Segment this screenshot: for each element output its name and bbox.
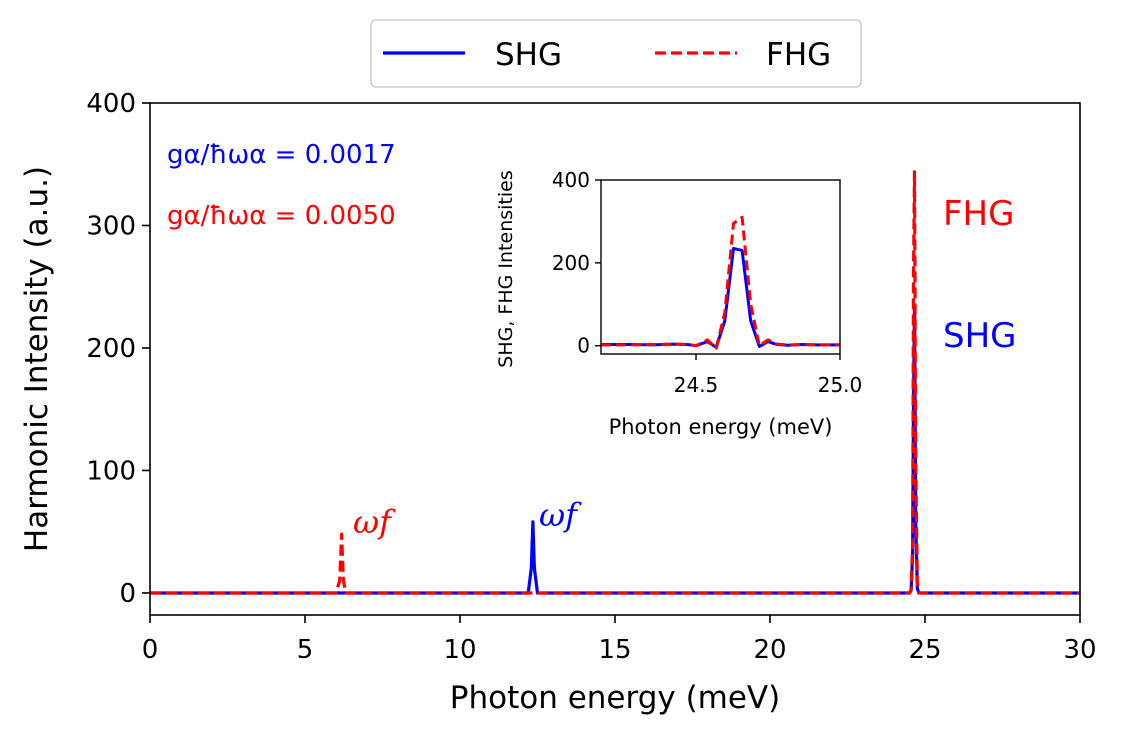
main-plot-area: [150, 168, 1080, 595]
omega-f-label-fhg: ωf: [353, 503, 396, 541]
main-y-tick-label: 300: [86, 211, 136, 241]
legend-label-fhg: FHG: [766, 37, 831, 73]
main-x-tick-label: 5: [297, 635, 314, 665]
main-x-tick-label: 20: [753, 635, 786, 665]
main-x-tick-label: 15: [598, 635, 631, 665]
main-y-axis-label: Harmonic Intensity (a.u.): [19, 166, 55, 552]
param-annotation-fhg: gα/ħωα = 0.0050: [167, 201, 396, 231]
main-series-line-fhg: [150, 168, 1080, 595]
inset-plot-area: [601, 215, 840, 350]
legend: SHG FHG: [370, 19, 862, 88]
main-y-tick-label: 400: [86, 89, 136, 119]
peak-label-fhg: FHG: [943, 194, 1014, 234]
legend-box: [370, 19, 862, 88]
omega-f-label-shg: ωf: [539, 496, 582, 534]
main-x-tick-label: 25: [908, 635, 941, 665]
inset-x-tick-label: 25.0: [818, 373, 863, 397]
inset-y-tick-label: 0: [577, 334, 590, 358]
inset-axes-frame: [600, 179, 841, 355]
main-x-tick-label: 10: [443, 635, 476, 665]
inset-y-tick-label: 400: [552, 168, 590, 192]
legend-label-shg: SHG: [495, 37, 562, 73]
main-y-tick-label: 200: [86, 334, 136, 364]
inset-x-tick-label: 24.5: [674, 373, 719, 397]
inset-y-axis-label: SHG, FHG Intensities: [495, 170, 517, 367]
main-y-tick-label: 0: [119, 579, 136, 609]
main-y-tick-label: 100: [86, 456, 136, 486]
inset-series-line-fhg: [601, 215, 840, 350]
main-x-tick-label: 0: [142, 635, 159, 665]
param-annotation-shg: gα/ħωα = 0.0017: [167, 140, 396, 170]
peak-label-shg: SHG: [943, 316, 1017, 356]
main-x-axis-label: Photon energy (meV): [450, 680, 780, 716]
inset-series-line-shg: [601, 246, 840, 349]
inset-y-tick-label: 200: [552, 251, 590, 275]
inset-x-axis-label: Photon energy (meV): [609, 415, 833, 439]
main-x-tick-label: 30: [1063, 635, 1096, 665]
